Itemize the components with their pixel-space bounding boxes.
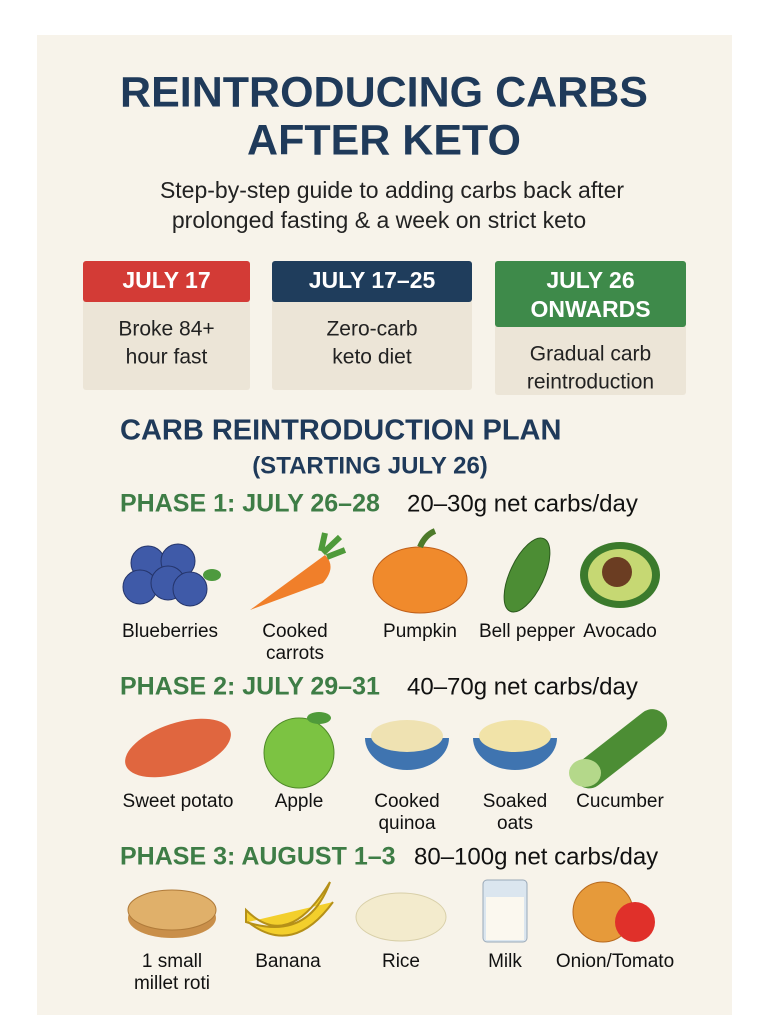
phase-name: PHASE 1: JULY 26–28 — [120, 490, 380, 518]
timeline-text: Gradual carb — [530, 343, 651, 366]
food-label: Pumpkin — [383, 621, 457, 642]
food-icon — [250, 532, 347, 610]
food-label: Apple — [275, 791, 324, 812]
food-icon — [503, 537, 551, 613]
icon-shape — [371, 720, 443, 752]
food-label: Banana — [255, 951, 321, 972]
icon-shape — [245, 881, 334, 937]
food-icon — [580, 542, 660, 608]
timeline-text: hour fast — [126, 346, 208, 369]
icon-shape — [486, 897, 524, 940]
subtitle: prolonged fasting & a week on strict ket… — [172, 207, 586, 233]
timeline-header — [495, 261, 686, 327]
timeline-header — [83, 261, 250, 302]
food-label: Cucumber — [576, 791, 664, 812]
food-label: Rice — [382, 951, 420, 972]
icon-shape — [127, 889, 217, 931]
timeline-text: Broke 84+ — [118, 318, 214, 341]
food-icon — [365, 720, 449, 770]
food-label: 1 small — [142, 951, 202, 972]
icon-shape — [615, 902, 655, 942]
food-icon — [127, 889, 217, 938]
food-label: Avocado — [583, 621, 657, 642]
icon-shape — [172, 571, 208, 607]
phase-carbs: 80–100g net carbs/day — [414, 843, 658, 870]
timeline-label: JULY 17–25 — [309, 267, 436, 293]
card-background — [37, 35, 732, 1015]
title: AFTER KETO — [247, 116, 521, 164]
plan-subtitle: (STARTING JULY 26) — [252, 452, 488, 479]
icon-shape — [307, 712, 331, 724]
food-label: quinoa — [378, 813, 435, 834]
food-icon — [372, 528, 468, 614]
timeline-label: JULY 17 — [122, 267, 210, 293]
food-icon — [355, 892, 447, 942]
timeline-header — [272, 261, 472, 302]
food-icon — [122, 543, 221, 607]
food-icon — [473, 720, 557, 770]
phase-name: PHASE 2: JULY 29–31 — [120, 673, 380, 701]
food-label: Blueberries — [122, 621, 218, 642]
title: REINTRODUCING CARBS — [120, 68, 648, 116]
food-icon — [125, 718, 231, 778]
timeline-label: JULY 26 — [546, 267, 634, 293]
icon-shape — [263, 717, 335, 789]
timeline-text: keto diet — [332, 346, 412, 369]
icon-shape — [203, 569, 221, 581]
icon-shape — [372, 546, 468, 614]
icon-shape — [602, 557, 632, 587]
food-label: Onion/Tomato — [556, 951, 674, 972]
food-label: Milk — [488, 951, 522, 972]
food-label: millet roti — [134, 973, 210, 994]
food-icon — [245, 881, 334, 937]
food-label: Cooked — [262, 621, 328, 642]
icon-shape — [125, 718, 231, 778]
food-icon — [482, 879, 528, 943]
food-label: Cooked — [374, 791, 440, 812]
food-icon — [569, 709, 668, 789]
phase-name: PHASE 3: AUGUST 1–3 — [120, 843, 396, 871]
food-label: carrots — [266, 643, 324, 664]
icon-shape — [250, 555, 331, 610]
icon-shape — [355, 892, 447, 942]
timeline-text: Zero-carb — [326, 318, 417, 341]
food-icon — [572, 881, 655, 943]
food-label: Bell pepper — [479, 621, 576, 642]
icon-shape — [503, 537, 551, 613]
timeline-label: ONWARDS — [530, 296, 650, 322]
food-label: oats — [497, 813, 533, 834]
food-label: Sweet potato — [123, 791, 234, 812]
icon-shape — [417, 528, 437, 549]
icon-shape — [569, 759, 601, 787]
icon-shape — [479, 720, 551, 752]
timeline-text: reintroduction — [527, 371, 654, 394]
food-label: Soaked — [483, 791, 547, 812]
plan-title: CARB REINTRODUCTION PLAN — [120, 415, 561, 447]
subtitle: Step-by-step guide to adding carbs back … — [160, 177, 624, 203]
phase-carbs: 20–30g net carbs/day — [407, 490, 638, 517]
phase-carbs: 40–70g net carbs/day — [407, 673, 638, 700]
icon-shape — [318, 532, 347, 560]
food-icon — [263, 712, 335, 789]
